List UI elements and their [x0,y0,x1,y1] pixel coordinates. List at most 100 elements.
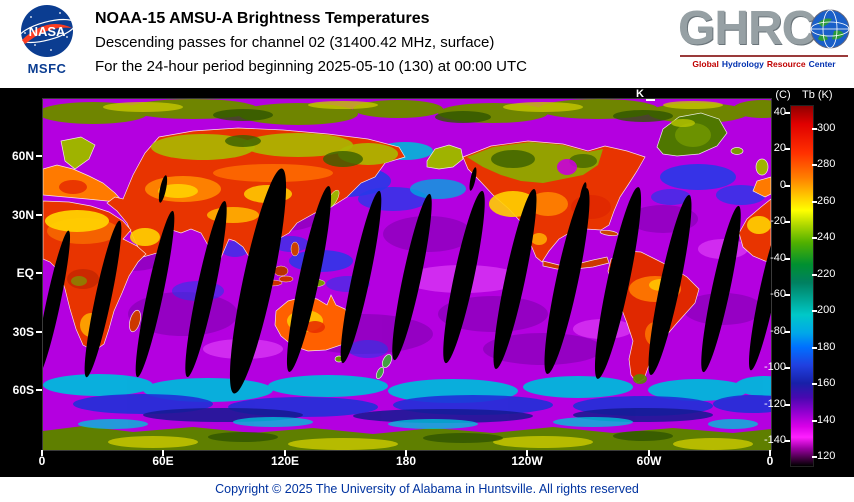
nasa-logo-block: NASA MSFC [10,3,84,76]
lon-label-60w: 60W [636,454,662,468]
lon-tick [284,450,286,456]
cb-c-label: -80 [770,325,786,337]
cb-tick [785,185,790,187]
cb-c-label: 20 [773,142,786,154]
lat-tick [36,389,42,391]
lat-tick [36,155,42,157]
lon-tick [526,450,528,456]
cb-k-label: 140 [817,414,836,426]
cb-k-label: 280 [817,158,836,170]
lat-tick [36,272,42,274]
lat-label-60s: 60S [12,383,34,397]
cb-c-label: 40 [773,106,786,118]
ghrc-tagline-word: Global [692,59,719,69]
colorbar-kelvin-header: Tb (K) [802,89,833,101]
cb-tick [785,404,790,406]
lon-tick [41,450,43,456]
cb-tick [812,310,817,312]
map-area: 60N 30N EQ 30S 60S 0 60E 120E 180 120W 6… [0,88,854,477]
cb-c-label: -100 [763,361,786,373]
pass-gap-swaths [43,167,771,394]
cb-tick [812,164,817,166]
subtitle-line1: Descending passes for channel 02 (31400.… [95,34,495,51]
cb-k-label: 200 [817,304,836,316]
ghrc-acronym: GHRC [678,2,816,55]
lat-label-30s: 30S [12,325,34,339]
cb-k-label: 220 [817,268,836,280]
cb-c-label: -140 [763,434,786,446]
cb-tick [785,258,790,260]
lat-tick [36,331,42,333]
subtitle-line2: For the 24-hour period beginning 2025-05… [95,58,527,75]
lon-tick [162,450,164,456]
ghrc-tagline-word: Hydrology [721,59,764,69]
cb-c-label: -20 [770,215,786,227]
antarctica [43,417,771,450]
msfc-label: MSFC [27,61,67,76]
arctic-band [43,99,771,125]
lat-label-60n: 60N [11,149,34,163]
lon-tick [648,450,650,456]
cb-tick [812,420,817,422]
colorbar-celsius-header: (C) [775,89,791,101]
cb-k-label: 120 [817,450,836,462]
cb-tick [812,128,817,130]
cb-tick [812,456,817,458]
cb-k-label: 260 [817,195,836,207]
lon-tick [769,450,771,456]
footer-bar: Copyright © 2025 The University of Alaba… [0,477,854,502]
lon-label-0b: 0 [766,454,774,468]
lon-label-180: 180 [395,454,417,468]
ghrc-logo-block: GHRC Global Hydrology Resource Center [678,3,850,69]
lon-label-0a: 0 [38,454,46,468]
cb-tick [812,274,817,276]
stray-dash [646,99,655,101]
stray-k-mark: K [636,88,644,100]
ghrc-tagline-word: Resource [766,59,806,69]
cb-tick [785,331,790,333]
map-image [43,99,771,450]
cb-k-label: 300 [817,122,836,134]
ghrc-tagline: Global Hydrology Resource Center [678,59,850,69]
brightness-temperature-map [42,98,772,451]
ghrc-letters: GHRC [678,3,850,55]
cb-c-label: 0 [779,179,786,191]
cb-tick [812,237,817,239]
cb-k-label: 160 [817,377,836,389]
ghrc-tagline-word: Center [808,59,836,69]
nasa-meatball-icon: NASA [18,5,76,57]
nasa-orbit-icon [18,18,76,44]
cb-c-label: -40 [770,252,786,264]
ghrc-rule [680,55,848,57]
cb-k-label: 180 [817,341,836,353]
southern-ocean-band [43,374,771,403]
cb-tick [812,347,817,349]
globe-icon [810,9,850,49]
lat-label-30n: 30N [11,208,34,222]
cb-tick [785,294,790,296]
cb-c-label: -60 [770,288,786,300]
copyright-text: Copyright © 2025 The University of Alaba… [215,482,639,496]
cb-tick [785,221,790,223]
nasa-wordmark: NASA [29,24,66,39]
cb-tick [785,112,790,114]
lat-label-eq: EQ [16,266,34,280]
cb-tick [812,201,817,203]
lon-tick [405,450,407,456]
title-block: NOAA-15 AMSU-A Brightness Temperatures D… [95,6,527,79]
header-bar: NASA MSFC NOAA-15 AMSU-A Brightness Temp… [0,0,854,88]
lon-label-120e: 120E [270,454,300,468]
lat-tick [36,214,42,216]
cb-tick [812,383,817,385]
cb-c-label: -120 [763,398,786,410]
lon-label-60e: 60E [152,454,174,468]
cb-tick [785,367,790,369]
cb-tick [785,148,790,150]
cb-tick [785,440,790,442]
nasa-swoosh-icon [22,24,72,44]
colorbar [790,105,814,467]
lon-label-120w: 120W [511,454,543,468]
page-title: NOAA-15 AMSU-A Brightness Temperatures [95,10,430,27]
cb-k-label: 240 [817,231,836,243]
